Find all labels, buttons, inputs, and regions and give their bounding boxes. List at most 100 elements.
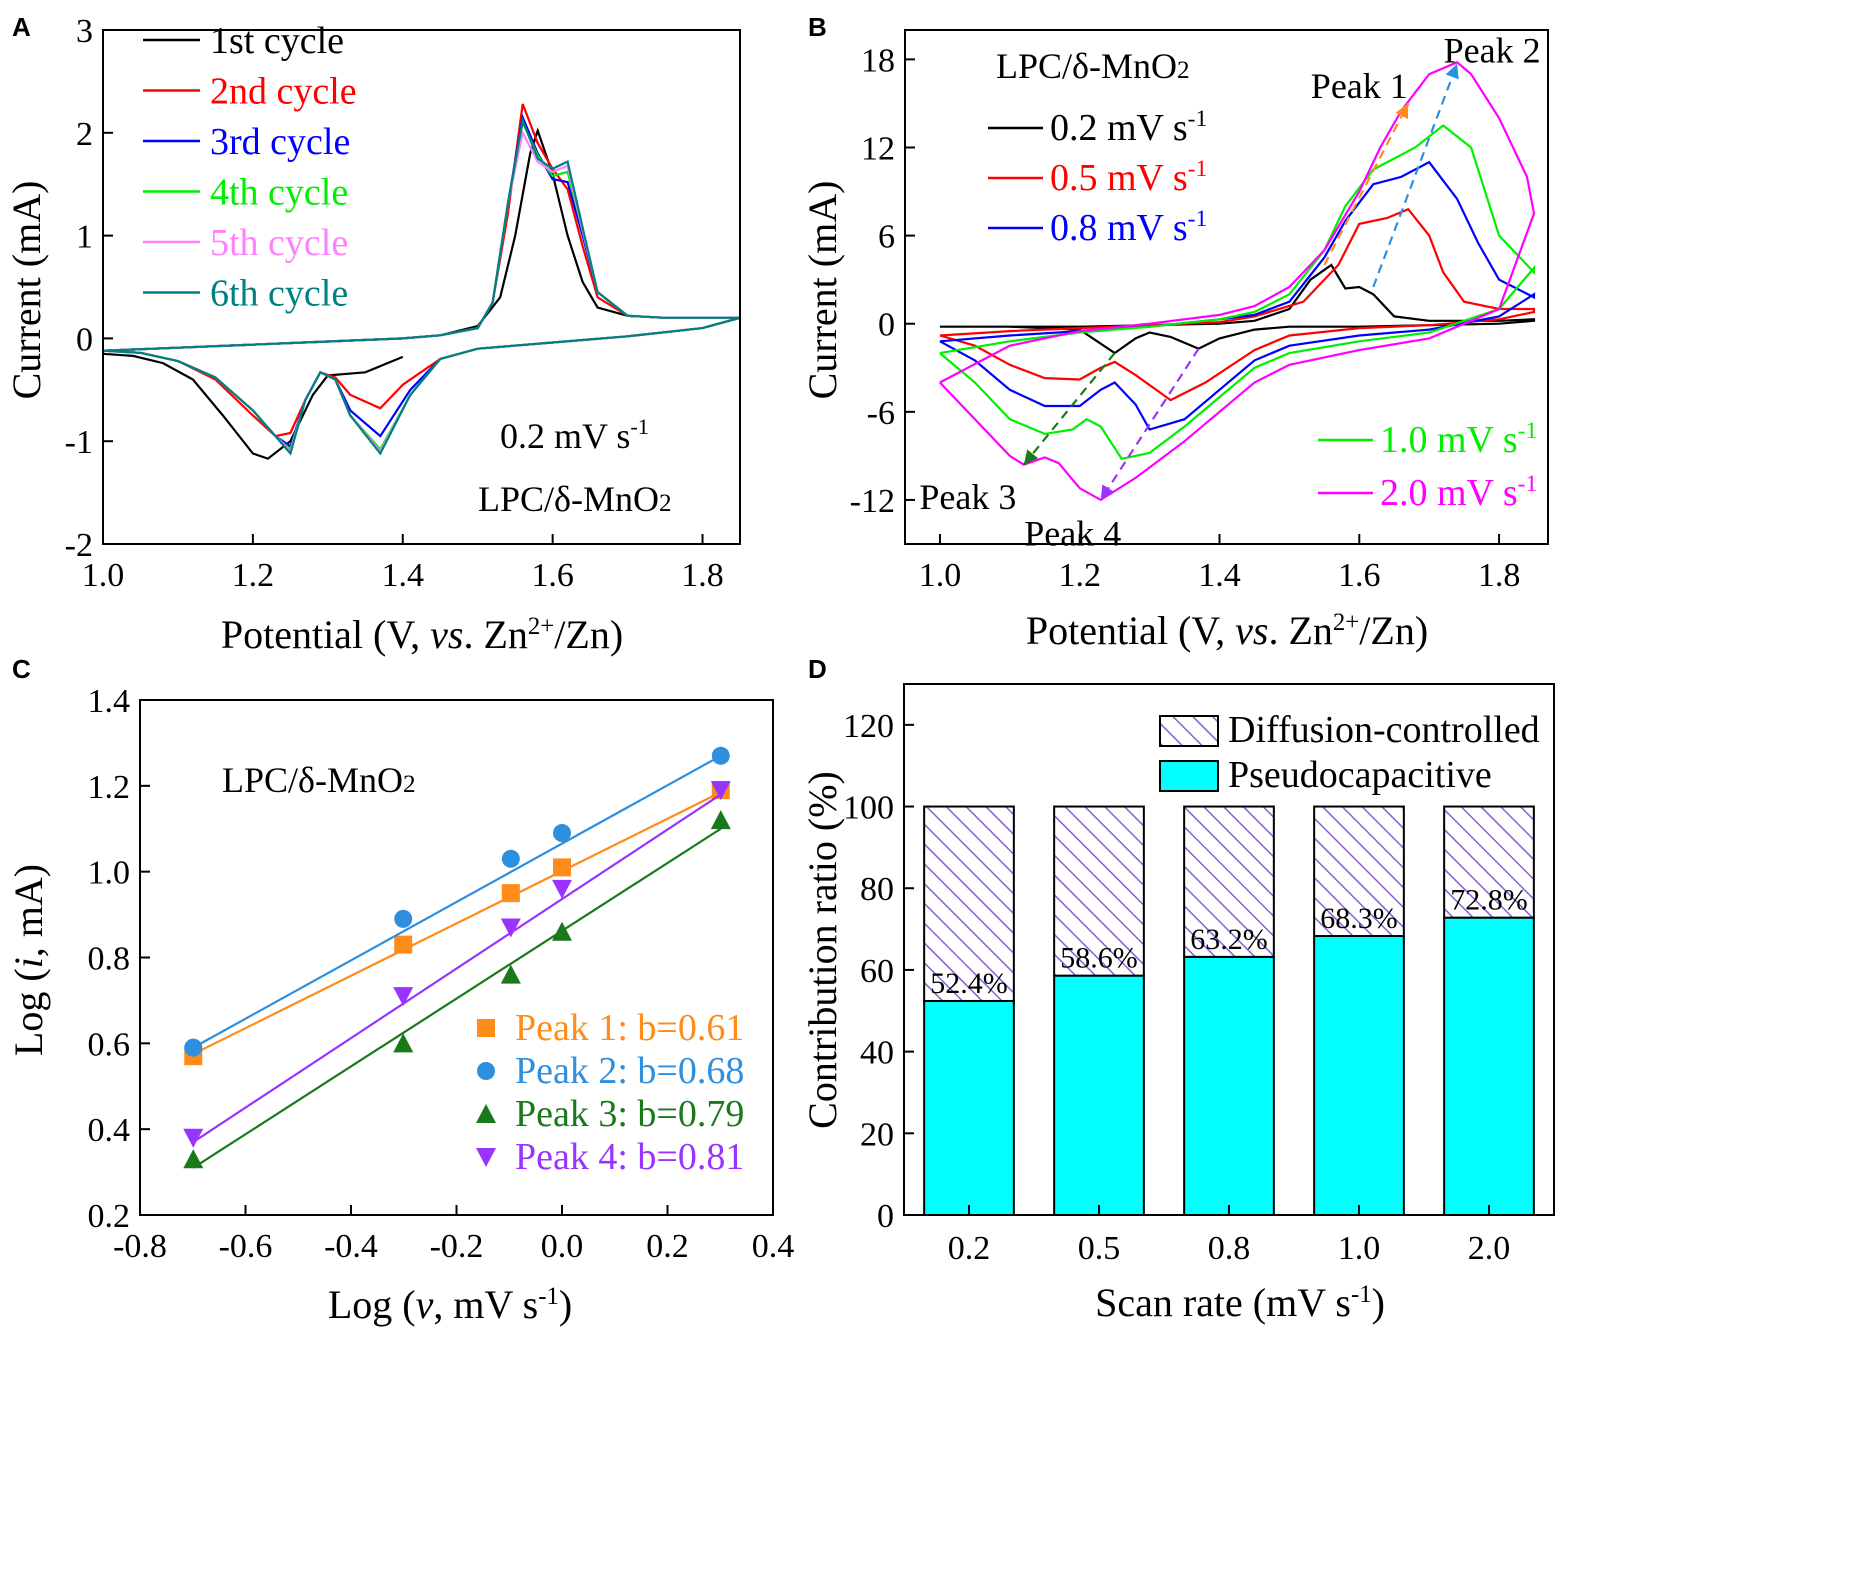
legend-label-part: 1.0 mV s xyxy=(1380,419,1518,461)
material-annotation-sub: 2 xyxy=(659,490,672,517)
y-tick-label: 1 xyxy=(76,219,93,256)
legend-label: 3rd cycle xyxy=(210,121,350,163)
x-tick-label: 0.0 xyxy=(541,1228,584,1265)
y-tick-label: 80 xyxy=(860,871,894,908)
legend-label-part: 0.5 mV s xyxy=(1050,157,1188,199)
peak-arrow-1 xyxy=(1323,102,1410,266)
data-point xyxy=(501,884,520,903)
x-axis-label-part: Potential (V, xyxy=(1026,608,1235,653)
peak-arrow-4 xyxy=(1099,348,1200,501)
legend-label-part: -1 xyxy=(1188,156,1208,182)
y-tick-label: 6 xyxy=(878,219,895,256)
y-axis-label-part: , mA) xyxy=(6,864,51,957)
x-tick-label: 0.2 xyxy=(646,1228,689,1265)
series-line-2 xyxy=(103,103,740,438)
x-tick-label: 0.4 xyxy=(752,1228,795,1265)
x-tick-label: 0.8 xyxy=(1208,1230,1251,1267)
panel-title-sub: 2 xyxy=(1177,57,1190,84)
legend-label-part: -1 xyxy=(1518,418,1538,444)
legend-label-part: 0.2 mV s xyxy=(1050,107,1188,149)
legend-label: Peak 4: b=0.81 xyxy=(515,1136,744,1178)
bar-diffusion xyxy=(1313,805,1405,938)
bar-data-label: 72.8% xyxy=(1450,884,1528,917)
y-tick-label: 1.4 xyxy=(88,683,131,720)
x-tick-label: -0.4 xyxy=(324,1228,378,1265)
x-tick-label: 0.5 xyxy=(1078,1230,1121,1267)
bar-data-label: 58.6% xyxy=(1060,942,1138,975)
x-axis-label-part: Potential (V, xyxy=(221,612,430,657)
x-axis-label-part: -1 xyxy=(1351,1281,1372,1308)
data-point xyxy=(183,1128,204,1148)
x-axis-label-part: Log ( xyxy=(328,1282,416,1327)
legend-marker xyxy=(477,1062,495,1080)
x-tick-label: 1.0 xyxy=(82,557,125,594)
bar-data-label: 52.4% xyxy=(930,967,1008,1000)
data-point xyxy=(184,1038,203,1057)
panel-title-sub: 2 xyxy=(403,771,416,798)
series-line-3 xyxy=(939,160,1536,431)
x-tick-label: -0.6 xyxy=(219,1228,273,1265)
material-annotation-part: LPC/δ-MnO xyxy=(478,479,659,519)
x-tick-label: 1.8 xyxy=(681,557,724,594)
legend-label: 6th cycle xyxy=(210,273,348,315)
data-point xyxy=(394,935,413,954)
peak-arrow-head-4 xyxy=(1100,484,1115,500)
legend-label: Peak 1: b=0.61 xyxy=(515,1007,744,1049)
legend-label: 0.8 mV s-1 xyxy=(1050,206,1207,249)
data-point xyxy=(710,781,731,801)
y-tick-label: 0.6 xyxy=(88,1026,131,1063)
panel-a: A 1.0 1.2 1.4 1.6 1.8 -2 -1 0 1 2 3 1st cycle 2nd cyc… xyxy=(4,12,741,657)
data-point xyxy=(393,1033,414,1053)
legend-label: Peak 2: b=0.68 xyxy=(515,1050,744,1092)
y-tick-label: 120 xyxy=(843,708,894,745)
peak-arrow-head-2 xyxy=(1445,63,1459,80)
x-axis-label-part: Scan rate (mV s xyxy=(1095,1280,1351,1325)
panel-title-part: LPC/δ-MnO xyxy=(222,760,403,800)
y-tick-label: 0 xyxy=(76,321,93,358)
panel-letter: D xyxy=(808,654,827,684)
panel-d: D 52.4% 0.2 58.6% 0.5 63.2% 0.8 68.3% 1.0 72.8% 2.… xyxy=(800,654,1555,1325)
panel-letter: C xyxy=(12,654,31,684)
data-point xyxy=(711,746,730,765)
legend-label: 5th cycle xyxy=(210,222,348,264)
legend-label: Diffusion-controlled xyxy=(1228,709,1540,751)
data-point xyxy=(552,921,572,941)
x-tick-label: 2.0 xyxy=(1468,1230,1511,1267)
legend-label: 2.0 mV s-1 xyxy=(1380,471,1537,514)
legend-label: 1.0 mV s-1 xyxy=(1380,418,1537,461)
panel-title: LPC/δ-MnO2 xyxy=(222,760,416,800)
panel-title-part: LPC/δ-MnO xyxy=(996,46,1177,86)
legend-marker xyxy=(476,1148,496,1167)
x-tick-label: 1.2 xyxy=(232,557,275,594)
bar-pseudocapacitive xyxy=(1313,935,1405,1216)
series-line-4 xyxy=(939,124,1536,461)
series-line-1 xyxy=(103,127,740,460)
data-point xyxy=(183,1149,204,1169)
rate-annotation: 0.2 mV s-1 xyxy=(500,414,649,456)
bar-diffusion xyxy=(1183,805,1275,958)
plot-frame xyxy=(903,683,1555,1216)
y-axis-label-part: i xyxy=(6,957,51,968)
material-annotation: LPC/δ-MnO2 xyxy=(478,479,672,519)
data-point xyxy=(500,964,521,984)
x-axis-label-part: vs xyxy=(430,612,463,657)
y-axis-label-part: Log ( xyxy=(6,968,51,1056)
series-line-4 xyxy=(103,118,740,452)
data-point xyxy=(394,909,413,928)
peak-arrow-3 xyxy=(1022,352,1116,466)
x-axis-label-part: 2+ xyxy=(1333,609,1359,636)
plot-frame xyxy=(904,29,1549,545)
bar-data-label: 63.2% xyxy=(1190,923,1268,956)
legend-label-part: 0.8 mV s xyxy=(1050,207,1188,249)
peak-label-3: Peak 3 xyxy=(919,477,1016,517)
peak-arrow-head-3 xyxy=(1023,449,1039,465)
x-axis-label-part: . Zn xyxy=(463,612,527,657)
y-tick-label: 0.8 xyxy=(88,941,131,978)
legend-marker xyxy=(477,1019,495,1037)
panel-letter: A xyxy=(12,12,31,42)
x-tick-label: 1.0 xyxy=(919,557,962,594)
x-axis-label: Potential (V, vs. Zn2+/Zn) xyxy=(1026,608,1428,653)
legend-label: 0.2 mV s-1 xyxy=(1050,106,1207,149)
